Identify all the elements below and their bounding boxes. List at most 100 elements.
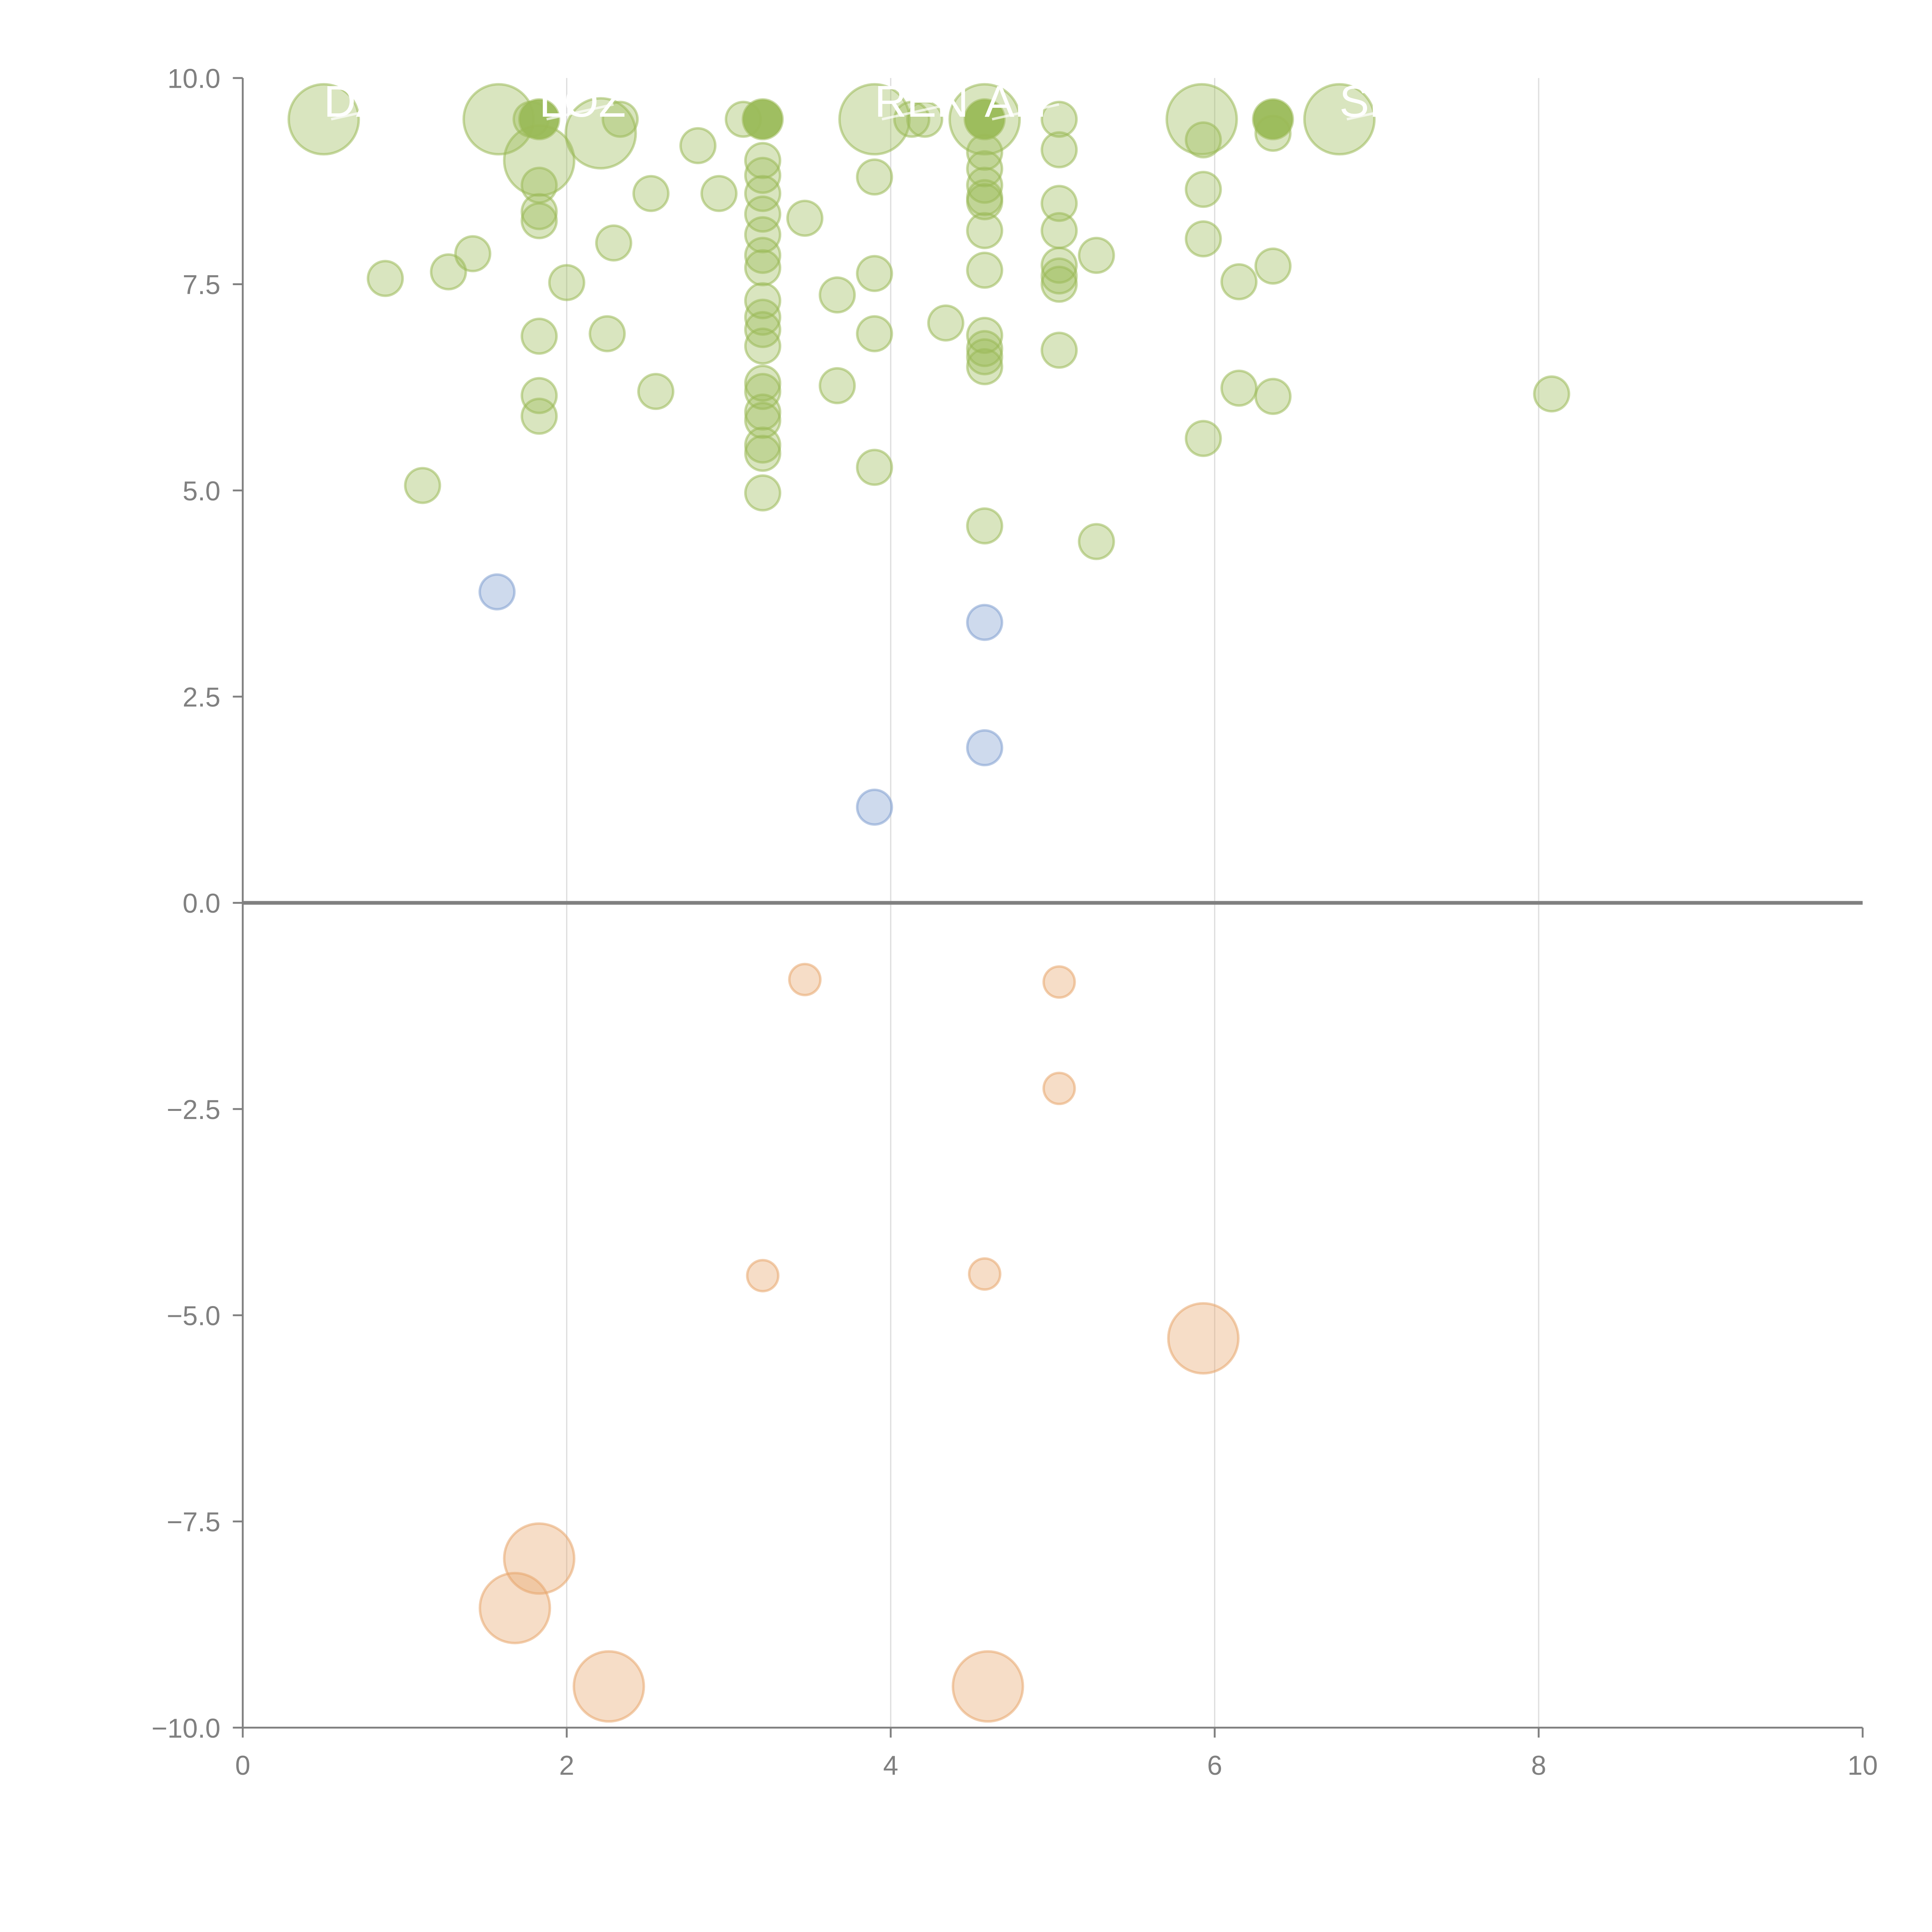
positive-point — [1254, 247, 1292, 285]
positive-point — [1041, 212, 1078, 249]
positive-point — [1185, 220, 1222, 258]
positive-point — [548, 264, 585, 301]
negative-point — [478, 1571, 551, 1645]
y-tick-label: 5.0 — [182, 476, 220, 506]
annotation-leader-line — [881, 103, 949, 121]
positive-point — [838, 83, 911, 156]
negative-point — [1167, 1302, 1240, 1375]
positive-point — [744, 196, 782, 233]
x-tick-label: 2 — [559, 1750, 574, 1781]
x-tick-label: 4 — [883, 1750, 898, 1781]
positive-point — [1533, 375, 1570, 413]
annotation-leader-line — [992, 103, 1060, 121]
positive-point — [966, 183, 1003, 221]
negative-point — [746, 1259, 780, 1293]
positive-point — [1252, 98, 1294, 141]
positive-point — [744, 372, 782, 410]
positive-point — [744, 236, 782, 274]
y-tick-label: −7.5 — [167, 1507, 220, 1537]
positive-point — [744, 216, 782, 253]
positive-point — [966, 507, 1003, 545]
positive-point — [520, 317, 558, 355]
positive-point — [1185, 420, 1222, 457]
y-tick-label: 0.0 — [182, 888, 220, 918]
negative-point — [503, 1522, 576, 1595]
x-tick-label: 8 — [1531, 1750, 1546, 1781]
positive-point — [1185, 121, 1222, 159]
annotation-label: DA — [324, 77, 386, 126]
negative-point — [1042, 965, 1076, 999]
positive-point — [966, 252, 1003, 289]
positive-point — [520, 202, 558, 240]
positive-point — [744, 327, 782, 365]
neutral-point — [856, 788, 893, 826]
positive-point — [1041, 131, 1078, 168]
positive-point — [632, 175, 670, 212]
positive-point — [744, 249, 782, 286]
positive-point — [520, 193, 558, 230]
positive-point — [564, 97, 637, 170]
positive-point — [963, 98, 1006, 141]
positive-point — [1041, 332, 1078, 369]
negative-point — [1042, 1071, 1076, 1105]
positive-point — [744, 426, 782, 464]
positive-point — [404, 467, 441, 504]
positive-point — [1041, 257, 1078, 295]
positive-point — [856, 315, 893, 352]
x-tick-label: 10 — [1847, 1750, 1878, 1781]
positive-point — [927, 304, 964, 342]
positive-point — [966, 348, 1003, 386]
positive-point — [518, 98, 560, 141]
positive-point — [287, 83, 360, 156]
positive-point — [744, 364, 782, 402]
annotation-leader-line — [1346, 103, 1414, 121]
positive-point — [1041, 247, 1078, 284]
positive-point — [637, 372, 675, 410]
positive-point — [744, 435, 782, 472]
positive-point — [786, 199, 824, 237]
axes: 0 2 4 6 8 10 10.0 7.5 5.0 2.5 0.0 −2.5 −5.0 −7.5 −10.0 — [151, 63, 1878, 1781]
point-labels: DA LOZ REN AN SHI — [324, 77, 1414, 126]
annotation-label: REN — [874, 77, 969, 126]
positive-point — [744, 175, 782, 212]
positive-point — [1254, 114, 1292, 152]
positive-point — [966, 338, 1003, 376]
negative-point — [572, 1650, 645, 1723]
y-tick-label: 7.5 — [182, 269, 220, 300]
positive-point — [856, 255, 893, 292]
negative-point — [968, 1257, 1002, 1291]
positive-point — [966, 316, 1003, 354]
positive-point — [700, 175, 738, 212]
positive-point — [966, 212, 1003, 249]
positive-point — [1041, 265, 1078, 303]
y-tick-label: −5.0 — [167, 1300, 220, 1331]
positive-point — [856, 449, 893, 486]
negative-point — [788, 963, 822, 997]
x-tick-label: 6 — [1207, 1750, 1222, 1781]
positive-point — [1041, 100, 1078, 138]
positive-point — [1041, 185, 1078, 222]
positive-point — [744, 142, 782, 179]
y-tick-label: −2.5 — [167, 1094, 220, 1125]
positive-point — [601, 100, 639, 138]
positive-point — [742, 98, 784, 141]
annotation-label: AN — [985, 77, 1046, 126]
positive-point — [1078, 236, 1115, 274]
positive-point — [818, 276, 856, 314]
annotation-leader-line — [546, 103, 614, 121]
y-tick-label: 10.0 — [167, 63, 220, 94]
positive-point — [1185, 171, 1222, 208]
positive-point — [1303, 83, 1376, 156]
negative-point — [951, 1650, 1024, 1723]
annotation-leader-line — [331, 103, 398, 121]
positive-point — [744, 474, 782, 512]
positive-point — [856, 158, 893, 196]
data-points — [287, 83, 1570, 1723]
positive-point — [1220, 369, 1258, 407]
x-tick-label: 0 — [235, 1750, 250, 1781]
positive-point — [588, 315, 626, 352]
y-tick-label: −10.0 — [151, 1713, 220, 1743]
positive-point — [948, 83, 1021, 156]
positive-point — [1220, 263, 1258, 301]
